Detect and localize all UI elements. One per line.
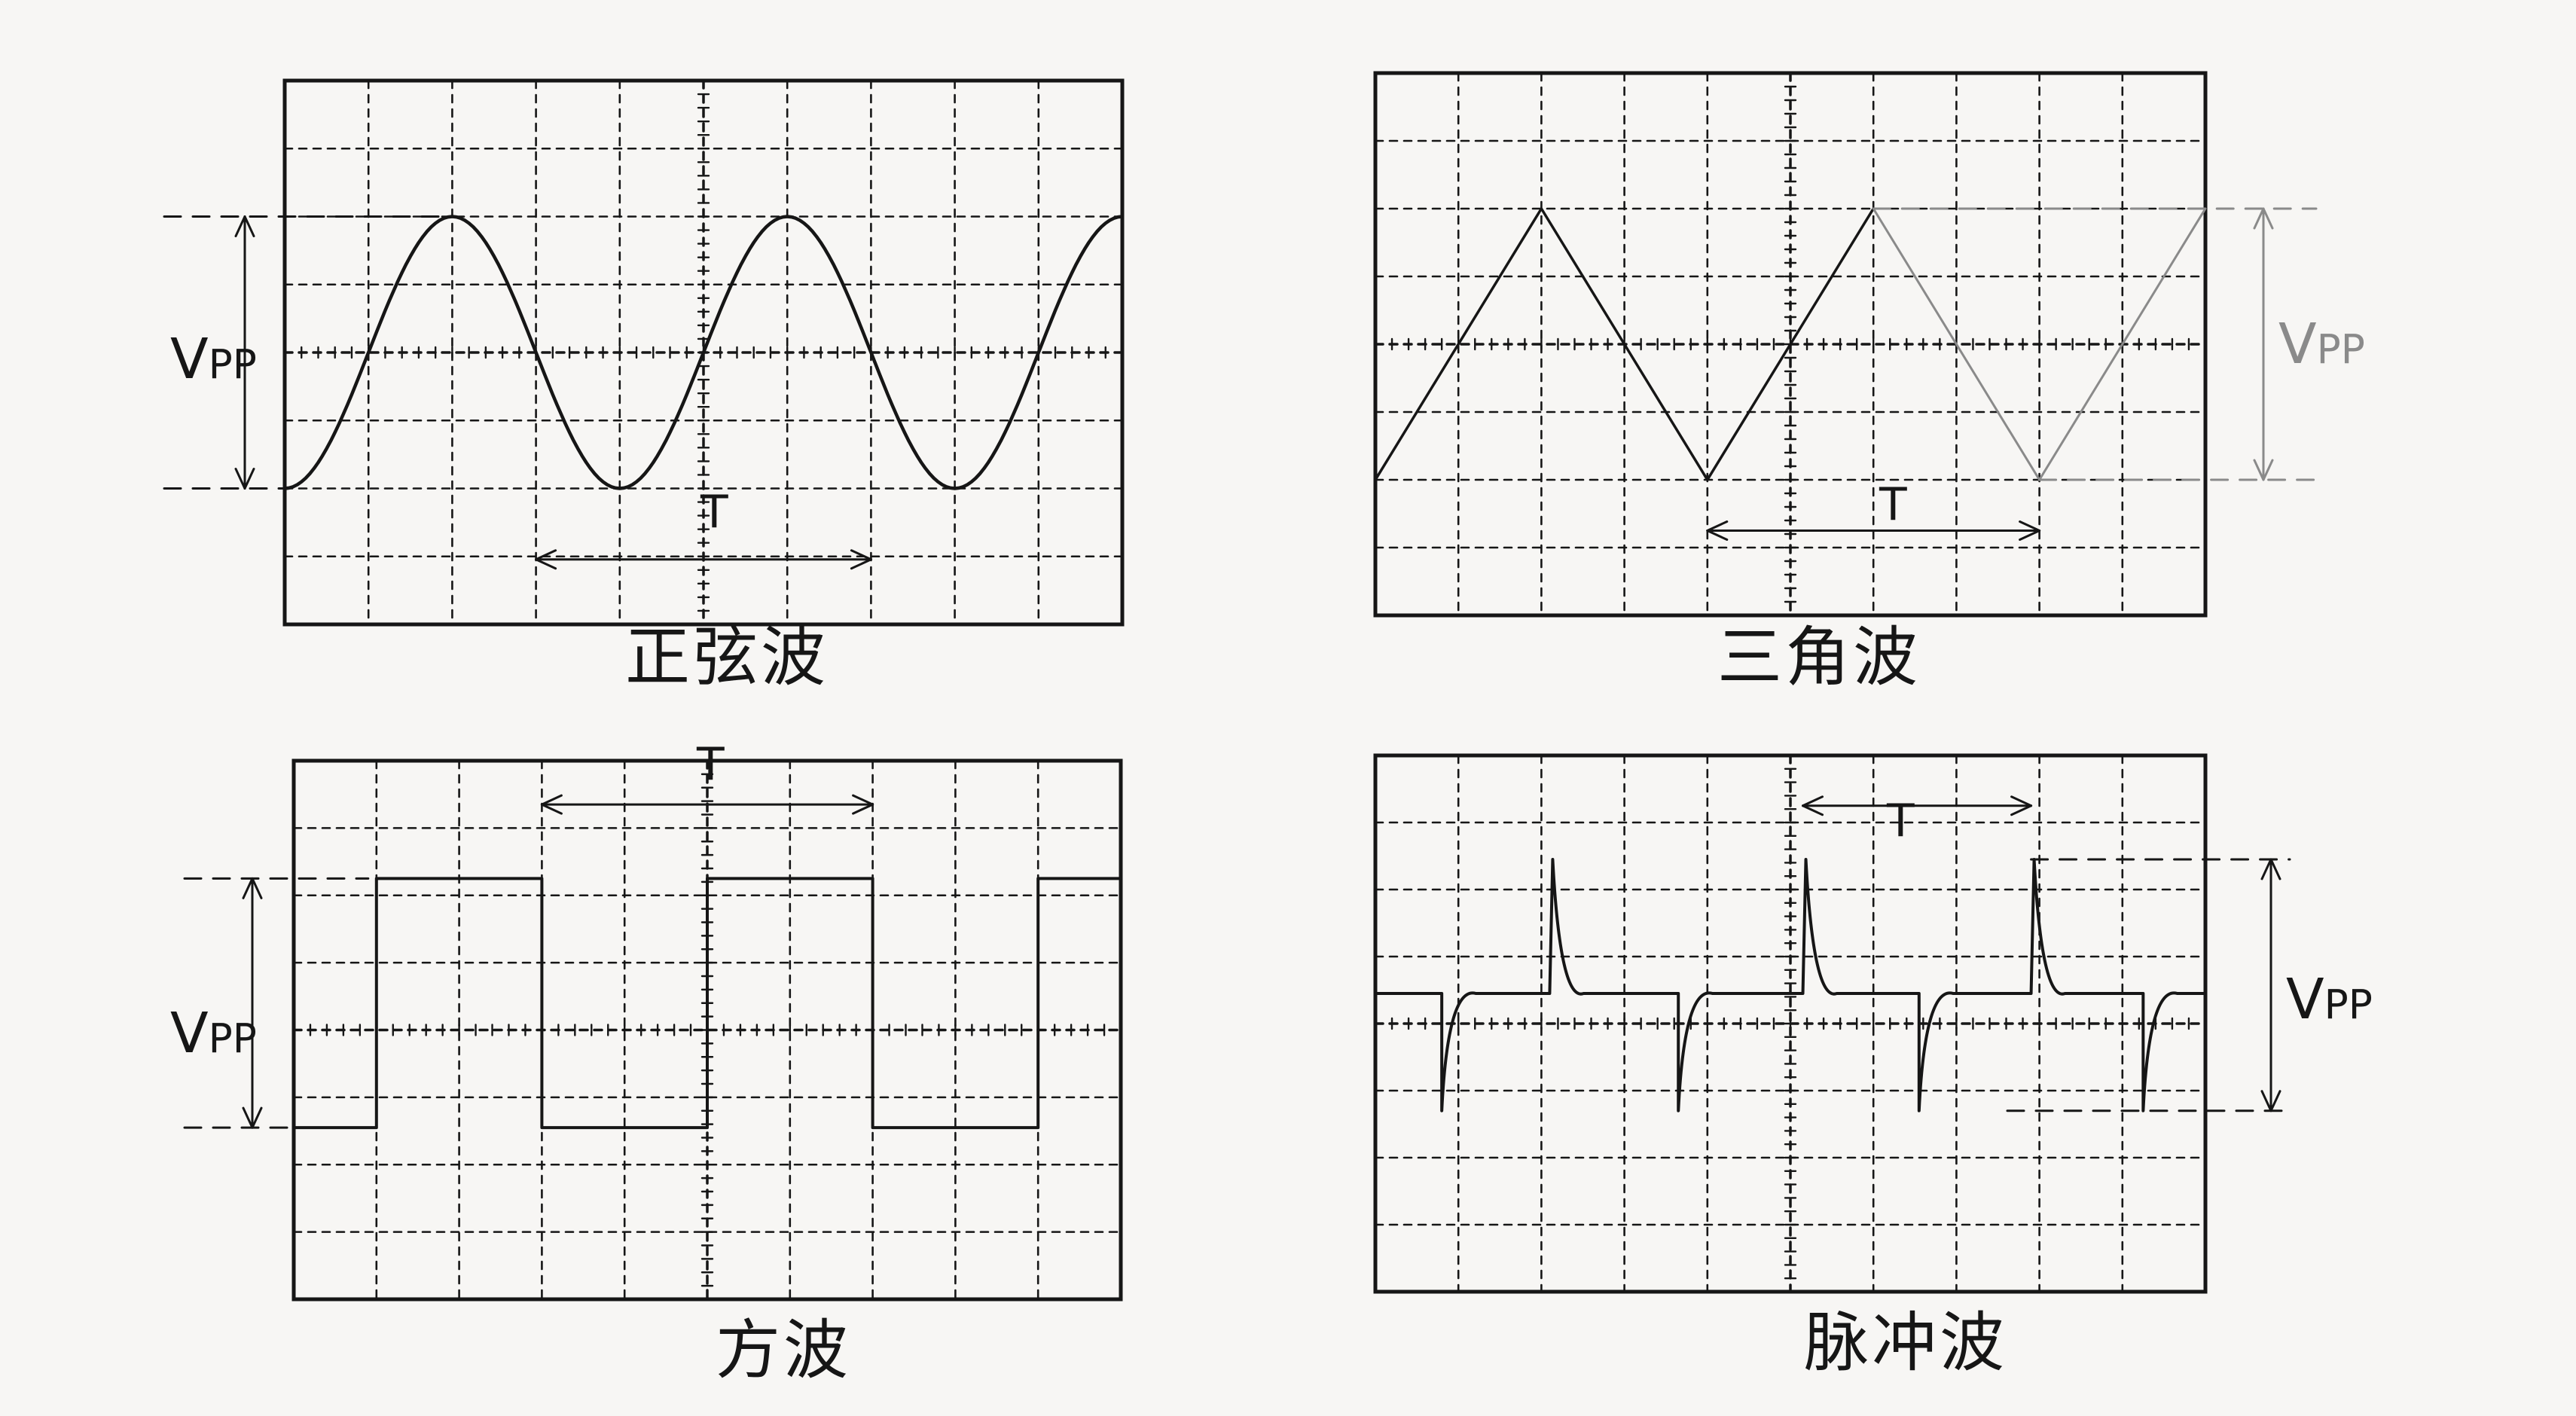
triangle-period-label: T bbox=[1879, 478, 1907, 531]
triangle-vpp-arrow-head bbox=[2253, 459, 2265, 481]
sine-period-arrow-head bbox=[850, 558, 872, 570]
pulse-vpp-label: VPP bbox=[2286, 967, 2373, 1032]
pulse-vpp-arrow-head bbox=[2260, 1090, 2272, 1112]
pulse-trace bbox=[1374, 857, 2207, 1112]
square-period-arrow-head bbox=[540, 803, 563, 815]
pulse-panel bbox=[1373, 753, 2291, 1294]
square-panel bbox=[183, 758, 1123, 1302]
triangle-period-arrow-head bbox=[2019, 520, 2041, 532]
square-wave-label: 方波 bbox=[716, 1313, 851, 1388]
pulse-period-arrow-head bbox=[2010, 795, 2033, 807]
square-period-arrow-head bbox=[852, 803, 874, 815]
pulse-vpp-arrow-head bbox=[2260, 858, 2272, 880]
triangle-panel bbox=[1373, 71, 2318, 618]
square-vpp-label: VPP bbox=[170, 1001, 257, 1066]
sine-vpp-arrow-head bbox=[243, 215, 255, 237]
sine-vpp-arrow-head bbox=[243, 468, 255, 490]
sine-period-arrow-head bbox=[850, 549, 872, 561]
sine-vpp-arrow-head bbox=[234, 215, 246, 237]
sine-vpp-label: VPP bbox=[170, 327, 257, 392]
square-vpp-arrow-head bbox=[251, 1106, 263, 1129]
pulse-wave-label: 脉冲波 bbox=[1804, 1305, 2007, 1381]
pulse-vpp-arrow-head bbox=[2269, 858, 2281, 880]
triangle-period-arrow-head bbox=[2019, 529, 2041, 541]
pulse-period-arrow-head bbox=[1802, 804, 1824, 816]
square-vpp-arrow-head bbox=[251, 877, 263, 899]
triangle-vpp-arrow-head bbox=[2262, 459, 2274, 481]
pulse-period-arrow-head bbox=[1802, 795, 1824, 807]
square-period-arrow-head bbox=[852, 794, 874, 806]
sine-wave-label: 正弦波 bbox=[625, 620, 829, 695]
pulse-period-arrow-head bbox=[2010, 804, 2033, 816]
triangle-period-arrow-head bbox=[1706, 520, 1729, 532]
triangle-vpp-arrow-head bbox=[2253, 207, 2265, 230]
triangle-wave-label: 三角波 bbox=[1717, 620, 1921, 695]
pulse-vpp-arrow-head bbox=[2269, 1090, 2281, 1112]
square-vpp-arrow-head bbox=[242, 877, 254, 899]
triangle-vpp-arrow-head bbox=[2262, 207, 2274, 230]
triangle-period-arrow-head bbox=[1706, 529, 1729, 541]
sine-panel bbox=[163, 78, 1125, 627]
sine-period-arrow-head bbox=[535, 549, 557, 561]
sine-vpp-arrow-head bbox=[234, 468, 246, 490]
triangle-vpp-label: VPP bbox=[2278, 312, 2365, 377]
triangle-trace bbox=[1374, 207, 1875, 481]
square-vpp-arrow-head bbox=[242, 1106, 254, 1129]
square-period-arrow-head bbox=[540, 794, 563, 806]
sine-period-label: T bbox=[700, 486, 728, 539]
sine-period-arrow-head bbox=[535, 558, 557, 570]
sine-trace bbox=[282, 215, 1125, 490]
square-period-label: T bbox=[697, 738, 725, 791]
pulse-period-label: T bbox=[1887, 795, 1915, 847]
square-trace bbox=[292, 877, 1122, 1130]
